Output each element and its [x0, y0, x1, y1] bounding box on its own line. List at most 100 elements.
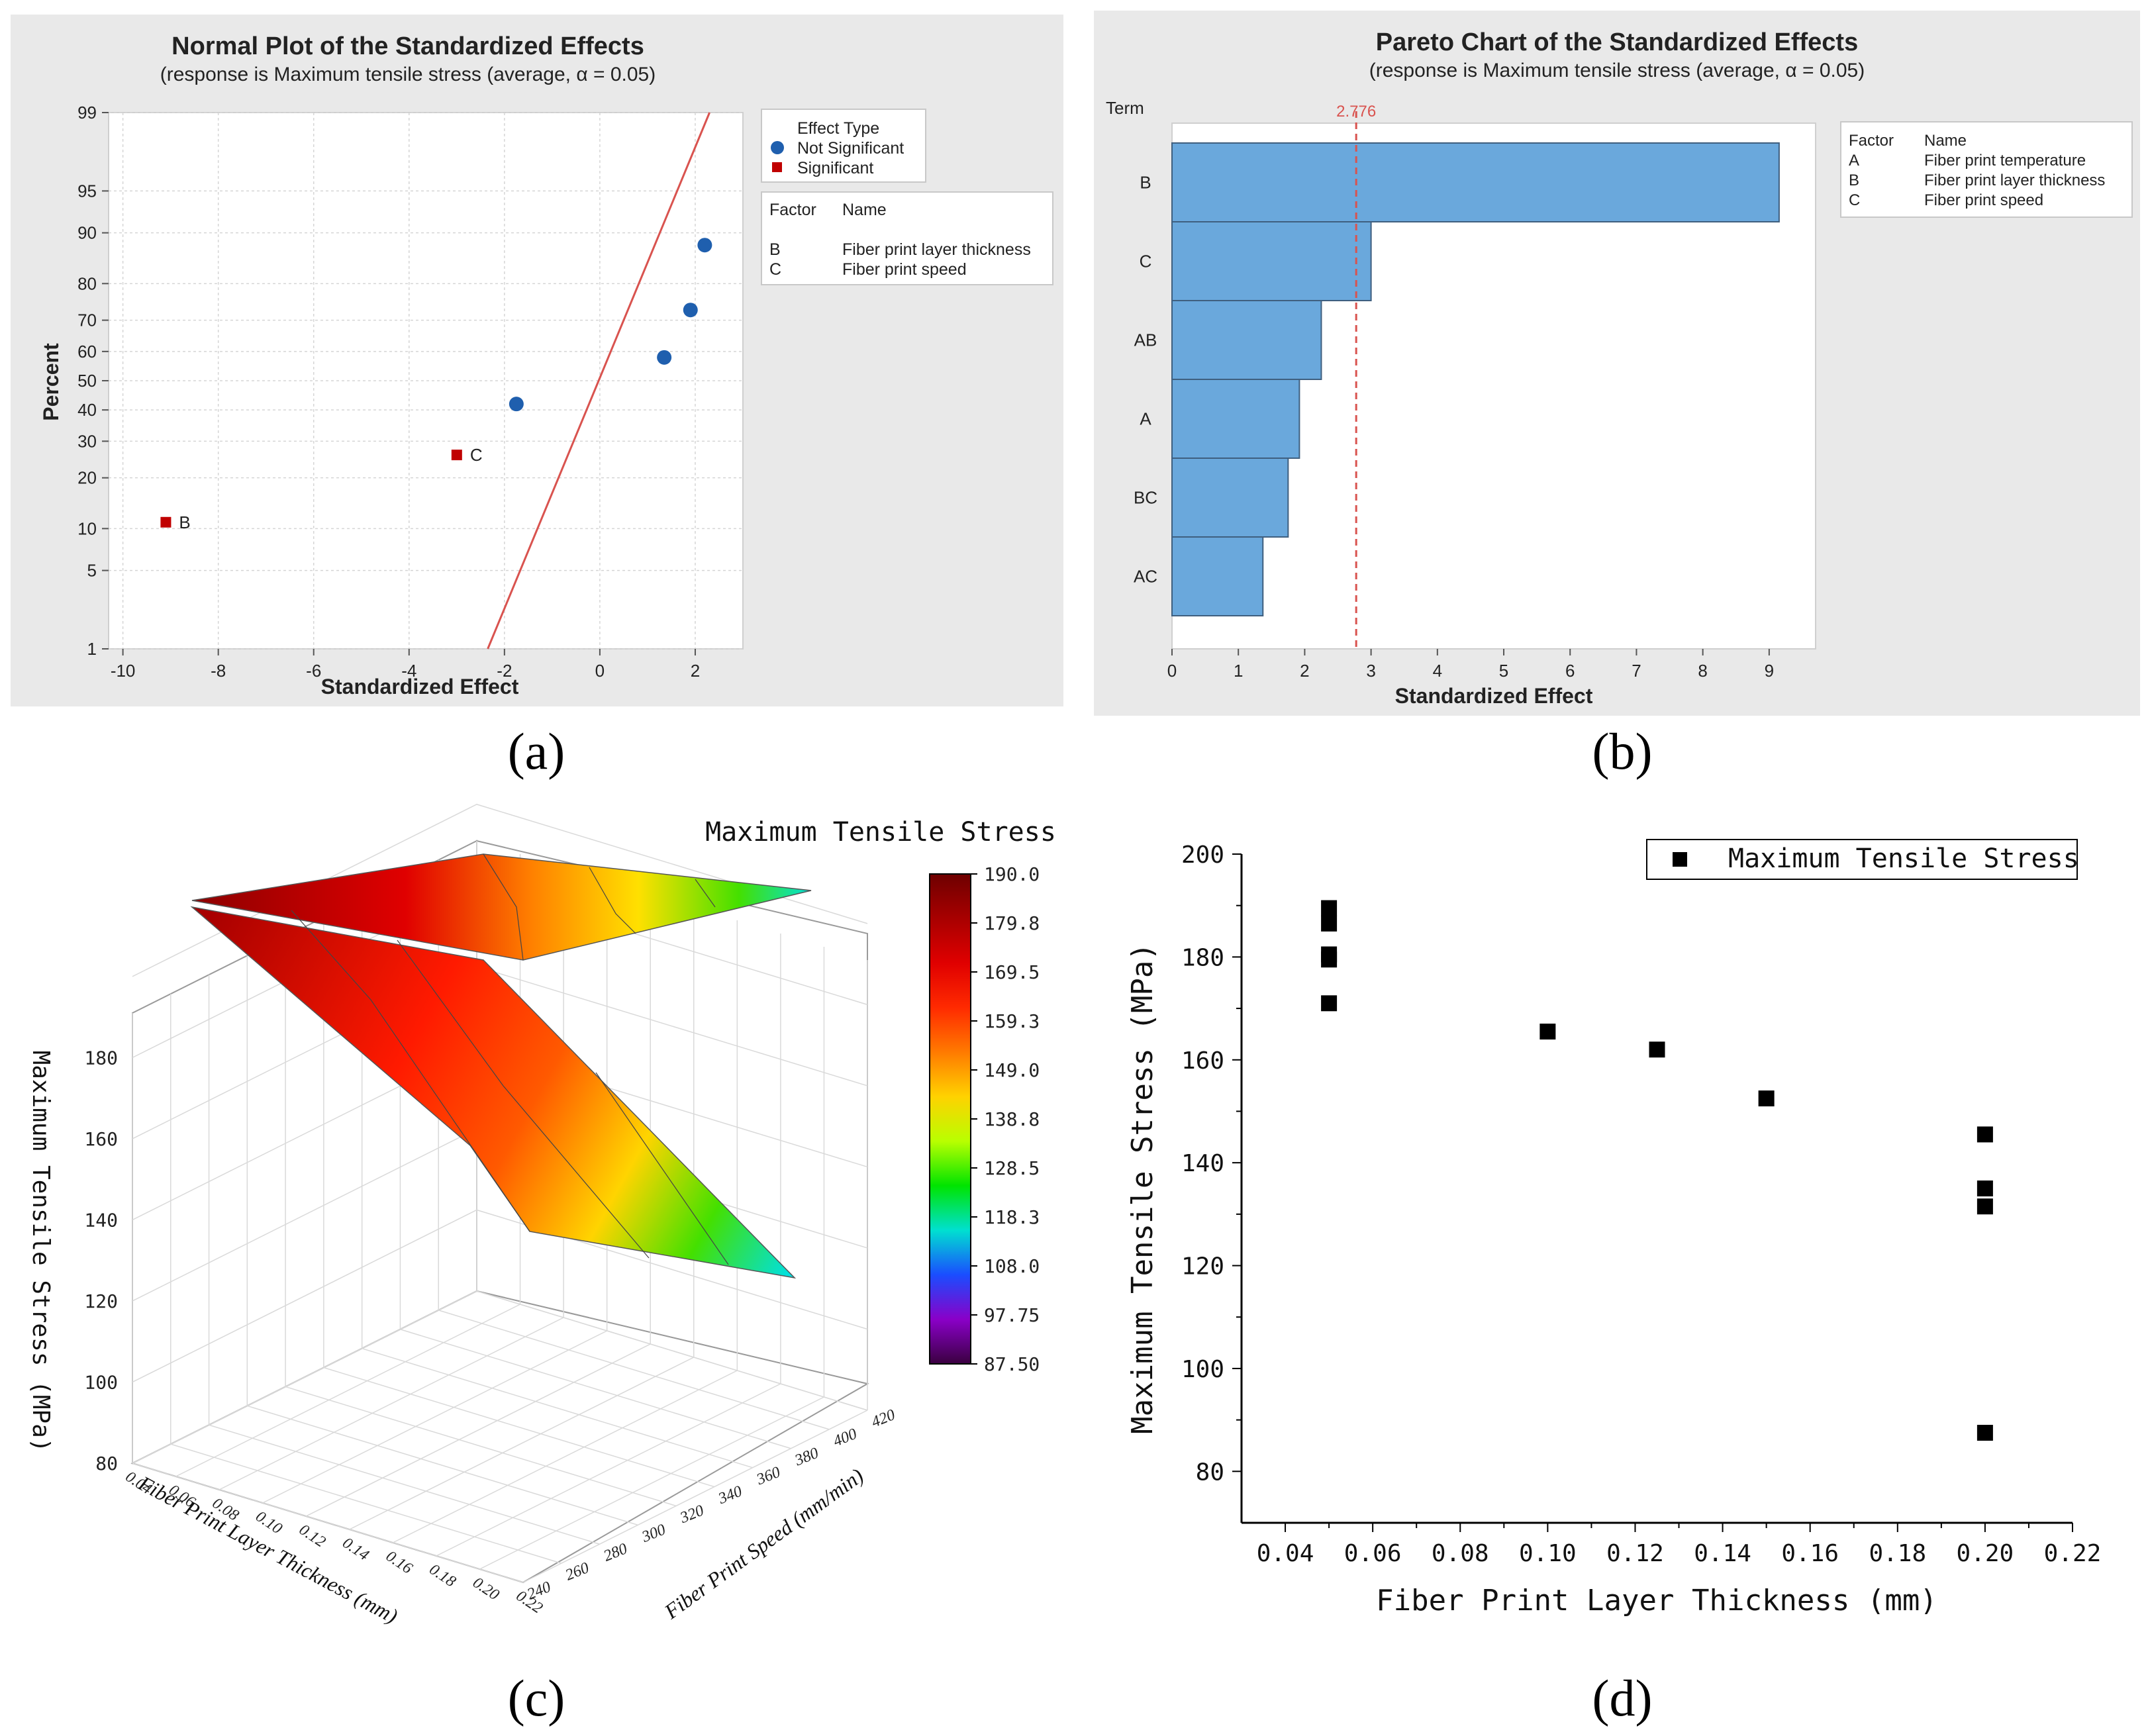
caption-b: (b): [1592, 722, 1653, 780]
normal-y-tick-label: 90: [77, 223, 97, 243]
colorbar-tick-label: 159.3: [984, 1010, 1040, 1032]
normal-reference-line: [487, 112, 710, 650]
normal-x-tick-label: 0: [595, 661, 605, 681]
d-x-tick-label: 0.18: [1869, 1540, 1926, 1567]
surface-floor-grid-line: [349, 1357, 695, 1530]
pareto-bar: [1171, 536, 1264, 616]
surface-y-label: Fiber Print Speed (mm/min): [659, 1463, 868, 1623]
pareto-bar: [1171, 142, 1780, 222]
surface-floor-grid-line: [132, 1463, 524, 1583]
pareto-term-tick-label: B: [1140, 173, 1151, 193]
surface-floor-grid-line: [285, 1386, 677, 1507]
pareto-x-tick-label: 8: [1698, 661, 1707, 681]
effect-type-legend: [761, 109, 926, 183]
surface-z-tick-label: 180: [84, 1047, 118, 1069]
normal-y-tick-label: 95: [77, 181, 97, 201]
surface-floor-grid-line: [522, 1410, 868, 1583]
pareto-term-tick-label: C: [1140, 252, 1152, 271]
normal-point-significant: [451, 450, 462, 461]
pareto-x-tick-label: 3: [1366, 661, 1375, 681]
normal-x-tick-label: -2: [497, 661, 512, 681]
pareto-x-tick-label: 9: [1765, 661, 1774, 681]
pareto-x-tick-label: 1: [1234, 661, 1243, 681]
surface-floor-grid-line: [262, 1330, 608, 1504]
surface-y-tick-label: 300: [639, 1521, 668, 1546]
normal-y-tick-label: 5: [87, 561, 97, 581]
factor-table-a: [761, 191, 1053, 285]
factor-code: C: [1849, 191, 1860, 209]
d-x-tick-label: 0.22: [2044, 1540, 2102, 1567]
normal-plot-y-label: Percent: [39, 343, 63, 421]
surface-lower-sheet: [190, 906, 797, 1279]
pareto-reference-label: 2.776: [1336, 103, 1376, 121]
surface-floor-grid-line: [362, 1347, 753, 1469]
d-legend-marker: [1673, 852, 1687, 867]
surface-mesh-lines: [291, 853, 729, 1265]
pareto-bar: [1171, 300, 1322, 380]
surface-mesh-line: [589, 867, 636, 934]
d-y-tick-label: 180: [1181, 944, 1224, 971]
surface-z-tick-label: 160: [84, 1128, 118, 1150]
surface-floor-grid-line: [392, 1370, 738, 1543]
legend-significant: Significant: [797, 159, 873, 177]
normal-plot-area: [108, 112, 744, 650]
normal-y-tick-label: 99: [77, 103, 97, 122]
d-data-point: [1539, 1024, 1556, 1040]
normal-point-label: B: [179, 512, 190, 532]
factor-code: A: [1849, 152, 1859, 169]
surface-floor-grid-line: [175, 1304, 520, 1477]
normal-point-not-significant: [683, 303, 698, 318]
d-x-tick-label: 0.04: [1257, 1540, 1314, 1567]
d-y-label: Maximum Tensile Stress (MPa): [1126, 943, 1159, 1434]
factor-code: C: [769, 260, 781, 279]
d-legend: [1646, 839, 2078, 880]
surface-y-tick-label: 420: [869, 1406, 898, 1431]
surface-mesh-line: [595, 1072, 729, 1265]
normal-y-tick-label: 60: [77, 342, 97, 362]
colorbar: [929, 873, 971, 1365]
normal-plot-chart: Normal Plot of the Standardized Effects …: [11, 15, 1063, 706]
d-x-tick-label: 0.16: [1781, 1540, 1839, 1567]
surface-z-tick-label: 100: [84, 1371, 118, 1393]
normal-point-not-significant: [509, 397, 524, 412]
pareto-subtitle: (response is Maximum tensile stress (ave…: [1369, 60, 1865, 81]
normal-point-not-significant: [657, 350, 672, 365]
colorbar-tick-label: 179.8: [984, 912, 1040, 934]
factor-name: Fiber print speed: [1924, 191, 2043, 209]
d-data-point: [1977, 1181, 1993, 1196]
d-data-point: [1321, 900, 1338, 916]
d-x-tick-label: 0.12: [1606, 1540, 1664, 1567]
surface-floor-grid-line: [323, 1367, 715, 1488]
surface-mesh-line: [291, 910, 530, 1232]
surface-wall-grid-line: [132, 1290, 868, 1464]
colorbar-tick-label: 97.75: [984, 1304, 1040, 1326]
pareto-term-label: Term: [1106, 98, 1144, 118]
pareto-x-tick-label: 5: [1499, 661, 1508, 681]
surface-z-tick-label: 80: [95, 1453, 118, 1474]
normal-y-tick-label: 80: [77, 273, 97, 293]
surface-floor-grid-line: [438, 1310, 830, 1430]
surface-wall-grid-line: [132, 1209, 868, 1383]
surface-floor-grid-line: [305, 1343, 651, 1517]
normal-point-not-significant: [697, 238, 712, 253]
surface-floor-grid-line: [247, 1405, 638, 1526]
surface-y-tick-label: 260: [563, 1559, 591, 1584]
colorbar-tick-label: 128.5: [984, 1157, 1040, 1179]
surface-floor-grid-line: [436, 1383, 781, 1557]
factor-code: B: [769, 240, 781, 259]
normal-x-tick-label: 2: [691, 661, 700, 681]
colorbar-tick-label: 108.0: [984, 1255, 1040, 1277]
d-data-point: [1321, 951, 1338, 968]
normal-y-tick-label: 1: [87, 639, 97, 659]
name-header: Name: [842, 201, 887, 219]
normal-x-tick-label: -10: [111, 661, 136, 681]
normal-x-tick-label: -4: [401, 661, 416, 681]
d-data-point: [1977, 1425, 1993, 1441]
surface-z-label: Maximum Tensile Stress (MPa): [27, 1051, 54, 1453]
surface-upper-sheet: [191, 853, 812, 961]
pareto-x-tick-label: 0: [1167, 661, 1177, 681]
colorbar-tick-label: 169.5: [984, 961, 1040, 983]
name-header: Name: [1924, 132, 1967, 150]
surface-y-tick-label: 400: [831, 1425, 859, 1451]
